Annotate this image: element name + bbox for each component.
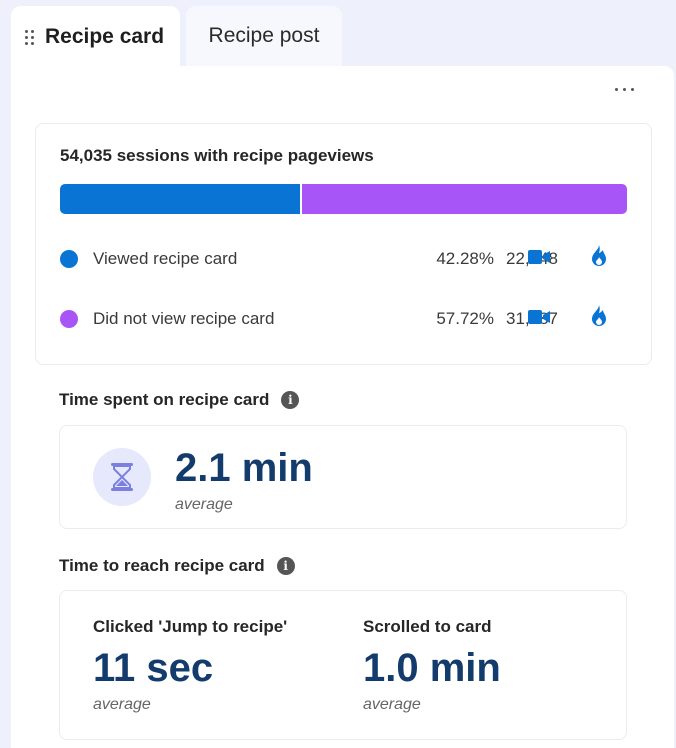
flame-icon[interactable] xyxy=(590,305,608,327)
metric-label-jump: Clicked 'Jump to recipe' xyxy=(93,617,288,636)
video-icon[interactable] xyxy=(528,248,550,266)
sessions-card: 54,035 sessions with recipe pageviews Vi… xyxy=(35,123,652,365)
sessions-title: 54,035 sessions with recipe pageviews xyxy=(60,146,374,165)
metric-value-scroll: 1.0 min xyxy=(363,646,501,690)
metric-caption-scroll: average xyxy=(363,696,421,713)
content-panel: 54,035 sessions with recipe pageviews Vi… xyxy=(11,66,674,748)
time-spent-card: 2.1 min average xyxy=(59,425,627,529)
drag-handle-icon[interactable] xyxy=(25,29,34,45)
legend-dot xyxy=(60,250,78,268)
time-spent-heading: Time spent on recipe card i xyxy=(59,390,300,410)
legend-dot xyxy=(60,310,78,328)
flame-icon[interactable] xyxy=(590,245,608,267)
section-title: Time to reach recipe card xyxy=(59,556,265,575)
legend-percent: 42.28% xyxy=(436,249,494,268)
legend-percent: 57.72% xyxy=(436,309,494,328)
section-title: Time spent on recipe card xyxy=(59,390,270,409)
tab-recipe-post[interactable]: Recipe post xyxy=(186,6,342,66)
bar-segment-not-viewed xyxy=(301,184,627,214)
info-icon[interactable]: i xyxy=(281,391,300,409)
legend-label: Viewed recipe card xyxy=(93,249,238,268)
bar-segment-viewed xyxy=(60,184,300,214)
legend-label: Did not view recipe card xyxy=(93,309,275,328)
hourglass-icon xyxy=(93,448,151,506)
sessions-split-bar xyxy=(60,184,627,214)
metric-value-jump: 11 sec xyxy=(93,646,214,690)
tab-recipe-card[interactable]: Recipe card xyxy=(11,6,180,68)
tab-label: Recipe card xyxy=(45,25,165,48)
time-spent-caption: average xyxy=(175,496,233,513)
time-to-reach-card: Clicked 'Jump to recipe' 11 sec average … xyxy=(59,590,627,740)
metric-caption-jump: average xyxy=(93,696,151,713)
time-spent-value: 2.1 min xyxy=(175,446,313,490)
time-to-reach-heading: Time to reach recipe card i xyxy=(59,556,295,576)
legend-row-viewed: Viewed recipe card 42.28% 22,848 xyxy=(60,245,630,273)
legend-row-not-viewed: Did not view recipe card 57.72% 31,187 xyxy=(60,305,630,333)
more-options-icon[interactable] xyxy=(611,84,638,95)
metric-label-scroll: Scrolled to card xyxy=(363,617,492,636)
tab-label: Recipe post xyxy=(208,24,320,47)
info-icon[interactable]: i xyxy=(276,557,295,575)
video-icon[interactable] xyxy=(528,308,550,326)
